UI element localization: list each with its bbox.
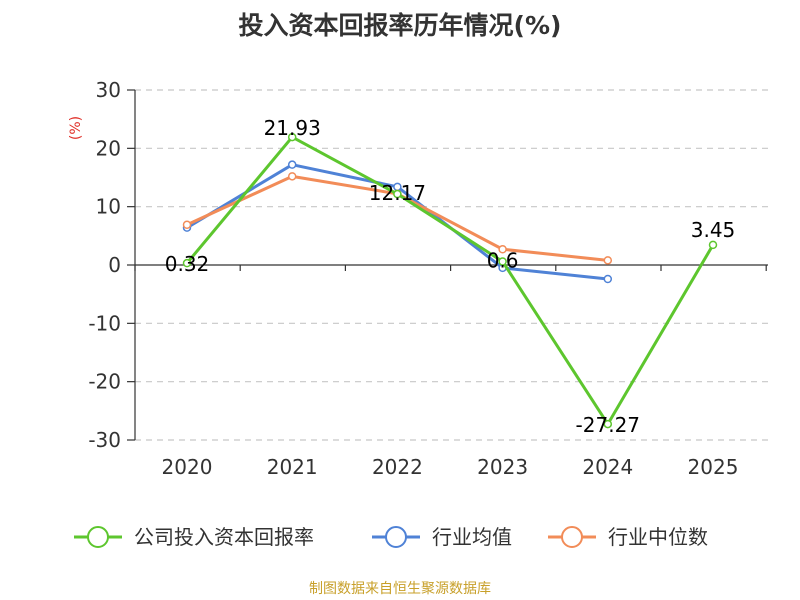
x-tick-label: 2021 [267,455,318,479]
series-line [185,135,715,426]
data-point [287,160,297,169]
data-point [182,220,192,229]
data-point [498,257,507,266]
data-point [603,256,613,265]
x-tick-label: 2025 [688,455,739,479]
y-tick-label: -10 [88,311,121,335]
data-point [708,240,718,250]
data-source-note: 制图数据来自恒生聚源数据库 [309,581,491,597]
data-label: 21.93 [264,116,321,140]
legend-marker [385,526,407,548]
y-axis-unit-label: (%) [68,116,84,140]
y-tick-label: 10 [96,195,121,219]
legend-label: 行业均值 [432,525,512,549]
y-tick-label: 0 [108,253,121,277]
legend-label: 公司投入资本回报率 [134,525,314,549]
data-point [603,274,613,284]
y-tick-label: -30 [88,428,121,452]
data-label: -27.27 [576,413,640,437]
chart-title: 投入资本回报率历年情况(%) [238,11,562,40]
x-tick-label: 2020 [162,455,213,479]
data-label: 0.6 [487,249,519,273]
x-tick-label: 2022 [372,455,423,479]
data-point [182,258,192,268]
x-tick-label: 2023 [477,455,528,479]
y-tick-label: 30 [96,78,121,102]
legend-marker [87,526,109,548]
data-label: 0.32 [165,252,210,276]
y-tick-label: -20 [88,370,121,394]
y-tick-label: 20 [96,136,121,160]
data-point [603,419,613,429]
data-point [498,245,507,254]
x-tick-label: 2024 [582,455,633,479]
legend-marker [561,526,583,548]
data-label: 12.17 [369,181,426,205]
legend-label: 行业中位数 [608,525,708,549]
data-point [287,172,297,181]
data-point [393,189,402,199]
data-point [287,132,297,142]
data-label: 3.45 [691,218,736,242]
